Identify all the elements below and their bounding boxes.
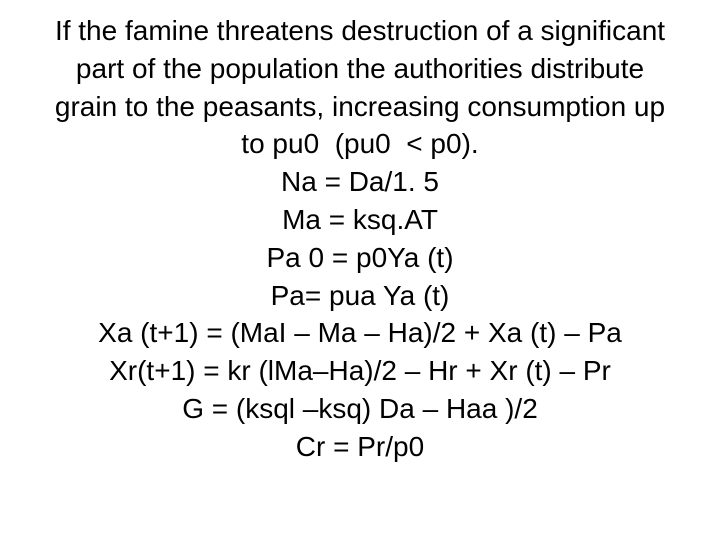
text-line-1: If the famine threatens destruction of a… bbox=[55, 12, 665, 50]
text-line-6: Ma = ksq.AT bbox=[282, 201, 438, 239]
text-line-9: Xa (t+1) = (MaI – Ma – Ha)/2 + Xa (t) – … bbox=[98, 314, 622, 352]
text-line-3: grain to the peasants, increasing consum… bbox=[55, 88, 665, 126]
text-line-5: Na = Da/1. 5 bbox=[281, 163, 439, 201]
document-page: If the famine threatens destruction of a… bbox=[0, 0, 720, 540]
text-line-11: G = (ksql –ksq) Da – Haa )/2 bbox=[182, 390, 538, 428]
text-line-10: Xr(t+1) = kr (lMa–Ha)/2 – Hr + Xr (t) – … bbox=[109, 352, 611, 390]
text-line-12: Cr = Pr/p0 bbox=[296, 428, 424, 466]
text-line-8: Pa= pua Ya (t) bbox=[271, 277, 450, 315]
text-line-7: Pa 0 = p0Ya (t) bbox=[266, 239, 453, 277]
text-line-2: part of the population the authorities d… bbox=[76, 50, 644, 88]
text-line-4: to pu0 (pu0 < p0). bbox=[241, 125, 478, 163]
